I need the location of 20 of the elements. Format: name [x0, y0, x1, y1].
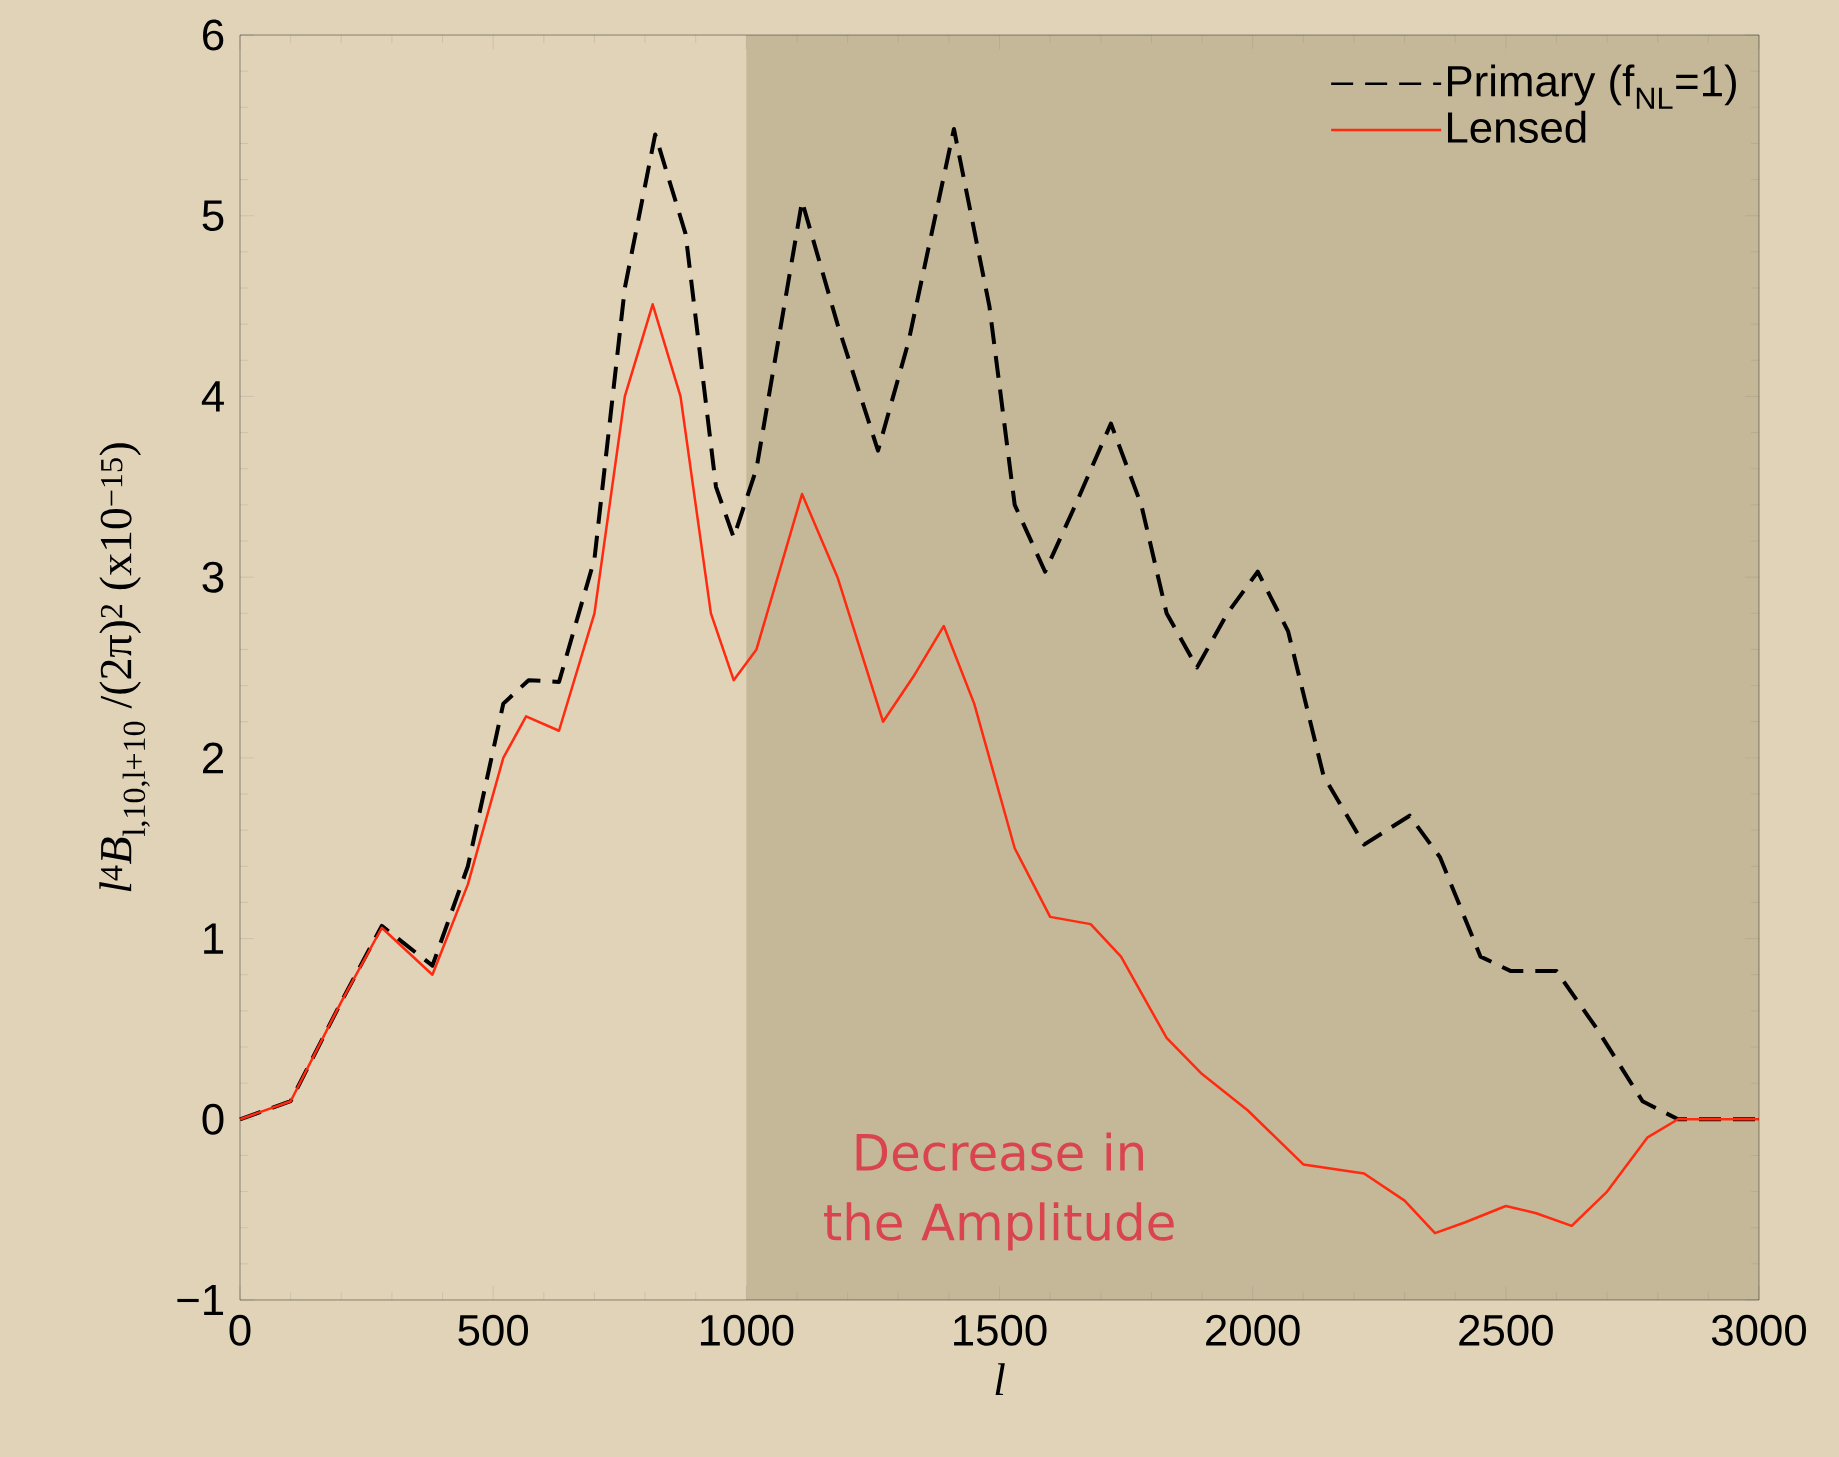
x-tick-label: 0 [229, 1314, 251, 1346]
text: l$^{4}$B$_{l,10,l+10}$ /(2π)$^{2}$ (x10$^{−15}$) [99, 443, 150, 892]
legend-label: Lensed [1448, 110, 1586, 144]
y-tick-label: 5 [202, 200, 224, 232]
y-tick-label: 2 [203, 742, 223, 774]
x-tick-label: 3000 [1711, 1314, 1807, 1346]
y-tick-label: 6 [203, 19, 224, 51]
y-tick-label: 0 [202, 1103, 224, 1135]
x-tick-label: 2500 [1459, 1314, 1553, 1346]
x-axis-title: l [995, 1363, 1005, 1396]
y-tick-label: −1 [177, 1284, 224, 1316]
y-tick-label: 4 [201, 381, 224, 412]
x-tick-label: 2000 [1206, 1314, 1300, 1346]
y-tick-label: 3 [202, 561, 224, 593]
annotation: Decrease in the Amplitude [824, 1132, 1174, 1251]
x-tick-label: 500 [458, 1314, 529, 1346]
legend-label: Primary (f$_{NL}$=1) [1448, 64, 1736, 109]
x-tick-label: 1500 [954, 1314, 1047, 1346]
y-tick-label: 1 [204, 923, 224, 954]
x-tick-label: 1000 [700, 1314, 794, 1346]
